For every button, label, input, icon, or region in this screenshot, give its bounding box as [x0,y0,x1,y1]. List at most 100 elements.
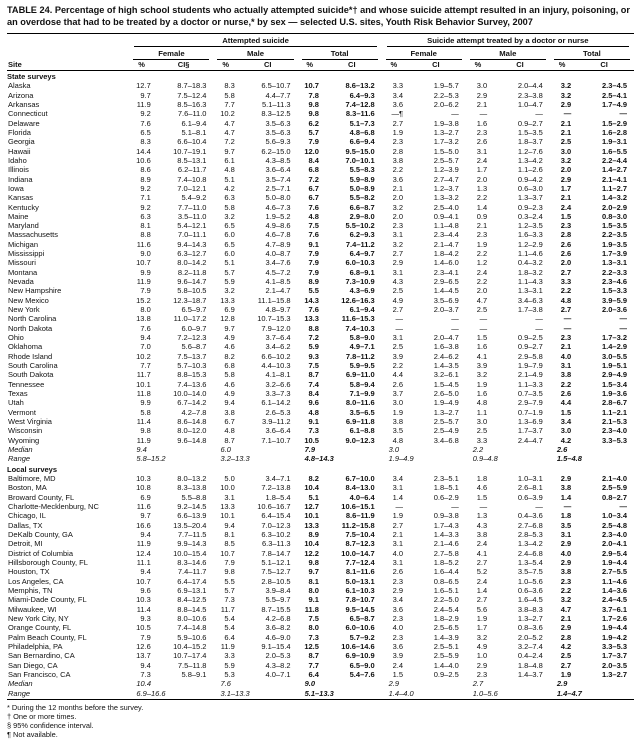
site-cell: Kansas [8,193,34,203]
value-cell: 5.8–9.0 [349,333,375,343]
col-header-ci: CI§ [155,59,214,72]
table-row: Massachusetts 8.8 7.0–11.1 6.0 4.6–7.8 7.6 6.2… [7,231,634,240]
value-cell: 5.9–9.5 [349,361,375,371]
value-cell: 2.5–5.9 [601,484,627,493]
value-cell: 9.7 [308,568,319,577]
value-cell: 1.8 [476,474,488,484]
value-cell: 1.0–5.6 [517,577,543,586]
value-cell: 9.9–14.3 [177,540,207,549]
value-cell: 2.5 [560,137,572,147]
value-cell: 3.6 [392,642,404,652]
value-cell: 1.4–4.7 [556,689,582,698]
value-cell: 6.2–11.7 [177,165,207,175]
value-cell: 1.7–3.9 [601,249,627,259]
value-cell: 12.7 [304,502,319,512]
value-cell: 1.9–3.5 [601,240,627,249]
value-cell: 1.7–2.6 [601,614,627,624]
value-cell: 1.6–3.8 [433,343,459,352]
value-cell: 1.6 [476,119,488,128]
col-header-ci: CI [408,59,466,72]
site-cell: Ohio [8,333,24,343]
value-cell: 6.4–9.3 [349,91,375,100]
value-cell: 1.7 [476,165,488,175]
value-cell: 1.4–3.3 [433,530,459,540]
value-cell: 6.7 [308,184,319,193]
site-cell: Houston, TX [8,568,50,577]
value-cell: 4.1 [476,549,488,558]
value-cell: 9.4 [140,661,151,670]
value-cell: 4.2 [224,184,235,193]
value-cell: — [619,502,628,512]
value-cell: 8.0–13.2 [177,474,207,484]
value-cell: 1.3–2.7 [601,670,627,680]
value-cell: 3.1 [560,361,572,371]
value-cell: 5.5–8.8 [181,493,207,502]
site-cell: San Bernardino, CA [8,651,75,661]
value-cell: 3.9 [392,651,404,661]
table-row: District of Columbia 12.4 10.0–15.4 10.7 7.8… [7,549,634,558]
value-cell: 7.9 [308,249,319,259]
value-cell: 7.3–10.9 [345,277,375,287]
value-cell: 4.0 [392,623,404,633]
value-cell: 1.5–3.5 [517,128,543,137]
value-cell: 1.9 [560,670,572,680]
value-cell: 3.2 [560,81,572,91]
value-cell: 2.6 [560,389,572,399]
value-cell: 2.5–5.7 [433,156,459,165]
value-cell: 3.1–13.3 [220,689,250,698]
value-cell: 8.7 [224,436,235,445]
value-cell: 3.8 [560,568,572,577]
value-cell: 1.9–5.1 [601,361,627,371]
value-cell: 0.9–4.1 [433,212,459,221]
value-cell: 12.4 [136,549,151,558]
col-attempted-male: Male [213,47,297,60]
value-cell: 7.5–13.7 [177,352,207,361]
value-cell: 4.3–8.2 [265,661,291,670]
value-cell: 2.5–6.5 [433,623,459,633]
value-cell: 11.9 [136,277,151,287]
value-cell: 11.9 [136,436,151,445]
value-cell: 0.4–2.4 [517,651,543,661]
col-attempted-total-label: Total [301,48,378,60]
value-cell: 10.2 [220,109,235,119]
value-cell: 7.7–11.5 [177,530,207,540]
value-cell: 8.5 [224,540,235,549]
site-cell: Vermont [8,408,36,417]
value-cell: 7.1–10.7 [261,436,291,445]
value-cell: 7.4–11.2 [345,240,375,249]
value-cell: 1.3–3.2 [433,193,459,203]
value-cell: 10.6–16.7 [257,502,291,512]
value-cell: 3.2–13.3 [220,454,250,464]
value-cell: 1.7 [560,184,572,193]
value-cell: 1.2–7.6 [517,147,543,156]
value-cell: 3.6–6.4 [265,165,291,175]
value-cell: 6.6–9.4 [349,137,375,147]
table-row: Tennessee 10.1 7.4–13.6 4.6 3.2–6.6 7.4 5.8–9.… [7,380,634,389]
value-cell: 3.8–8.3 [517,605,543,614]
value-cell: 0.8–6.5 [433,577,459,586]
value-cell: 7.2 [308,175,319,184]
table-row: Ohio 9.4 7.2–12.3 4.9 3.7–6.4 7.2 5.8–9.0 3.1 2.… [7,334,634,343]
value-cell: 2.2 [560,287,572,296]
value-cell: 6.2–9.3 [349,231,375,240]
value-cell: 3.7–6.4 [265,333,291,343]
value-cell: 6.5 [224,240,235,249]
value-cell: 2.1–4.1 [601,175,627,184]
col-header-site: Site [7,33,130,72]
value-cell: 2.4–4.7 [517,436,543,445]
value-cell: 2.3 [476,128,488,137]
table-row: New Mexico 15.2 12.3–18.7 13.3 11.1–15.8 14.3… [7,296,634,305]
table-row: Houston, TX 9.4 7.4–11.7 9.8 7.5–12.7 9.7 8.1–… [7,568,634,577]
value-cell: 2.8 [392,147,404,156]
value-cell: 9.4 [224,521,235,530]
value-cell: 2.7 [560,661,572,670]
value-cell: 1.9 [476,240,488,249]
value-cell: 2.3 [560,333,572,343]
value-cell: 1.2–3.7 [433,184,459,193]
value-cell: 0.9–2.7 [517,119,543,128]
value-cell: 2.7 [476,596,488,605]
value-cell: 1.5 [476,493,488,502]
value-cell: 11.8 [304,605,319,614]
value-cell: 2.9 [476,91,488,100]
value-cell: 9.2 [140,203,151,212]
